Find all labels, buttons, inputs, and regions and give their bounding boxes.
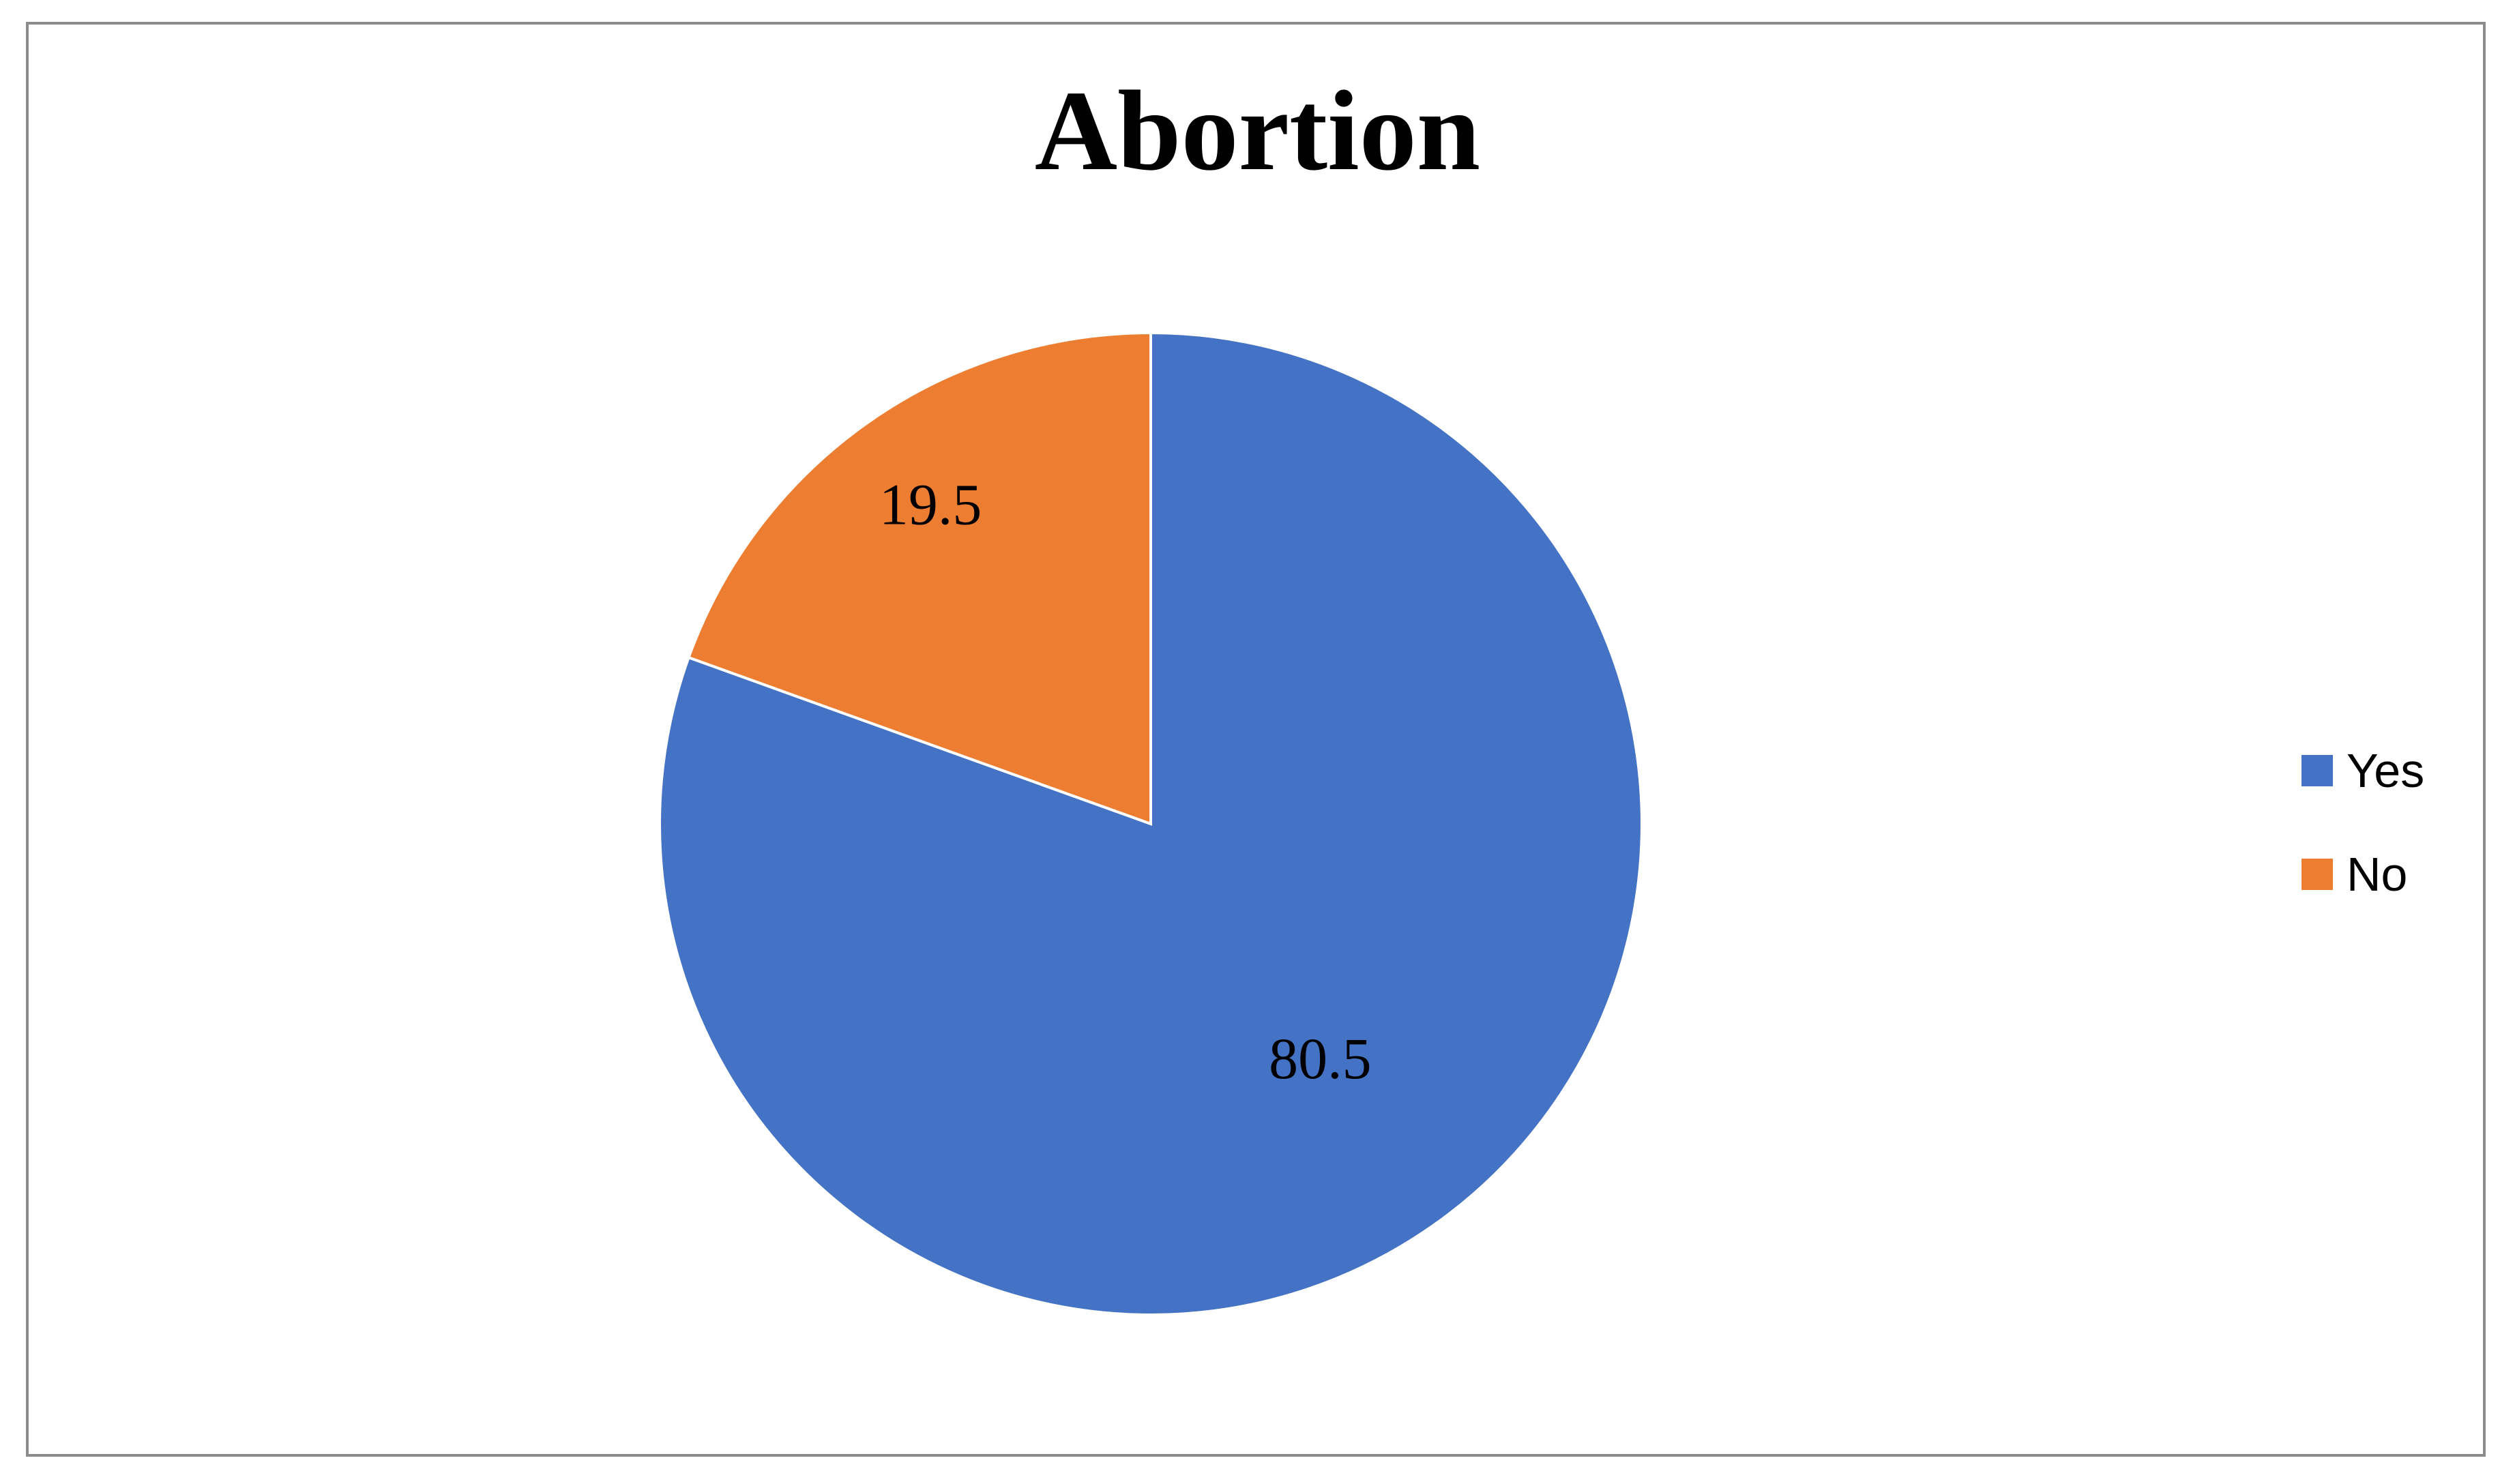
legend-swatch-yes <box>2301 755 2333 786</box>
pie-slice-no <box>687 331 1152 826</box>
legend: Yes No <box>2301 737 2424 944</box>
pie-slice-yes <box>658 331 1643 1316</box>
legend-label-yes: Yes <box>2347 744 2425 797</box>
legend-label-no: No <box>2347 848 2408 901</box>
legend-item-yes: Yes <box>2301 737 2424 805</box>
legend-swatch-no <box>2301 859 2333 890</box>
chart-title: Abortion <box>1034 68 1481 194</box>
legend-item-no: No <box>2301 840 2424 908</box>
data-label-no: 19.5 <box>879 471 982 537</box>
data-label-yes: 80.5 <box>1269 1026 1372 1091</box>
